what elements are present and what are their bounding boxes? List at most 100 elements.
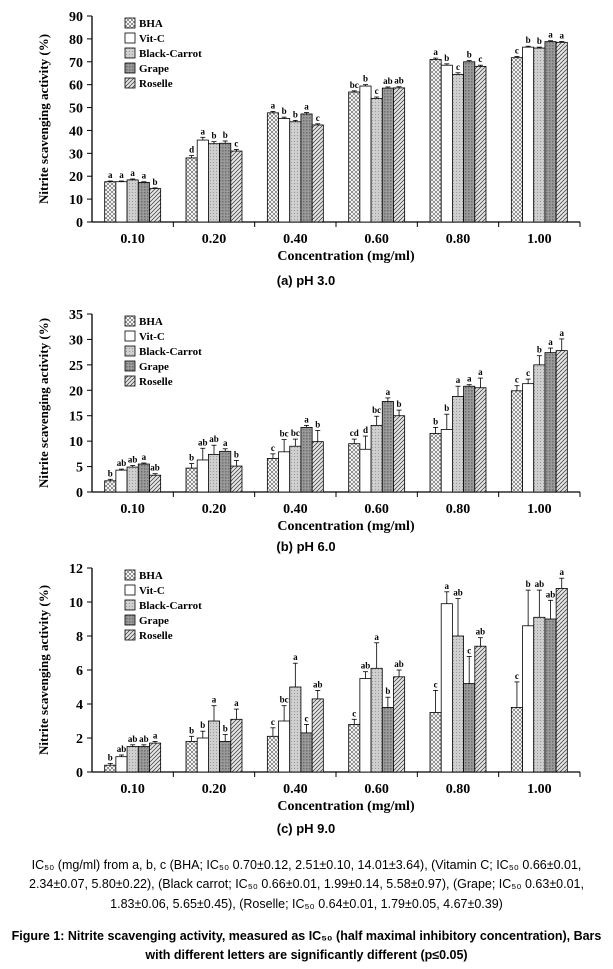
- significance-letter: a: [304, 102, 309, 112]
- y-tick-label: 25: [69, 359, 83, 374]
- bar: [300, 113, 313, 223]
- significance-letter: b: [467, 50, 472, 60]
- significance-letter: b: [397, 399, 402, 409]
- legend-swatch: [124, 375, 136, 387]
- bar: [393, 676, 406, 773]
- significance-letter: c: [271, 443, 275, 453]
- y-tick-label: 12: [69, 562, 83, 577]
- significance-letter: ab: [128, 734, 138, 744]
- bar: [359, 448, 372, 493]
- significance-letter: a: [374, 632, 379, 642]
- bar: [137, 463, 150, 493]
- legend-swatch: [124, 47, 136, 59]
- legend-swatch: [124, 17, 136, 29]
- bar: [115, 756, 128, 773]
- bar: [311, 698, 324, 773]
- significance-letter: a: [293, 652, 298, 662]
- bar: [533, 47, 546, 223]
- bar: [393, 87, 406, 223]
- significance-letter: ab: [117, 458, 127, 468]
- significance-letter: b: [444, 53, 449, 63]
- significance-letter: b: [189, 453, 194, 463]
- bar: [149, 188, 162, 223]
- y-tick-label: 40: [69, 124, 83, 139]
- legend-label: BHA: [139, 316, 163, 328]
- significance-letter: a: [456, 375, 461, 385]
- significance-letter: c: [456, 62, 460, 72]
- bar: [137, 182, 150, 223]
- bar: [381, 401, 394, 493]
- significance-letter: bc: [372, 405, 381, 415]
- legend-swatch: [124, 77, 136, 89]
- bar: [348, 724, 361, 773]
- legend-label: Vit-C: [139, 331, 165, 343]
- bar: [115, 469, 128, 493]
- legend-label: Black-Carrot: [139, 346, 202, 358]
- x-tick-label: 1.00: [527, 502, 552, 517]
- significance-letter: a: [153, 730, 158, 740]
- significance-letter: c: [316, 113, 320, 123]
- y-tick-label: 0: [76, 216, 83, 231]
- significance-letter: a: [433, 47, 438, 57]
- figure-caption-line-1: Figure 1: Nitrite scavenging activity, m…: [11, 929, 602, 943]
- x-tick-label: 0.20: [202, 232, 227, 247]
- y-tick-label: 20: [69, 384, 83, 399]
- bar: [300, 732, 313, 773]
- x-tick-label: 1.00: [527, 232, 552, 247]
- bar: [555, 588, 568, 773]
- bar: [230, 465, 243, 493]
- legend-label: Grape: [139, 361, 169, 373]
- x-tick-label: 0.80: [446, 232, 471, 247]
- x-tick-label: 0.10: [120, 232, 145, 247]
- significance-letter: a: [201, 126, 206, 136]
- legend-label: Black-Carrot: [139, 600, 202, 612]
- bar: [185, 741, 198, 773]
- legend-swatch: [124, 360, 136, 372]
- significance-letter: a: [386, 387, 391, 397]
- bar: [429, 433, 442, 493]
- legend-swatch: [124, 345, 136, 357]
- y-tick-label: 60: [69, 79, 83, 94]
- significance-letter: c: [515, 671, 519, 681]
- significance-letter: ab: [209, 434, 219, 444]
- significance-letter: a: [142, 452, 147, 462]
- legend-label: Black-Carrot: [139, 48, 202, 60]
- significance-letter: ab: [394, 659, 404, 669]
- bar: [196, 139, 209, 223]
- significance-letter: b: [433, 416, 438, 426]
- legend-label: Vit-C: [139, 33, 165, 45]
- bar: [219, 142, 232, 223]
- y-axis-label: Nitrite scavenging activity (%): [36, 318, 51, 488]
- significance-letter: ab: [128, 455, 138, 465]
- legend-swatch: [124, 614, 136, 626]
- bar: [440, 64, 453, 223]
- x-tick-label: 0.60: [364, 502, 389, 517]
- bar: [278, 451, 291, 493]
- x-tick-label: 0.20: [202, 782, 227, 797]
- significance-letter: ab: [117, 744, 127, 754]
- legend: BHA Vit-C Black-Carrot Grape Roselle: [124, 17, 202, 90]
- significance-letter: a: [119, 170, 124, 180]
- significance-letter: a: [304, 414, 309, 424]
- significance-letter: ab: [198, 437, 208, 447]
- significance-letter: b: [200, 720, 205, 730]
- bar: [533, 364, 546, 493]
- chart-panel-2: 0 2 4 6 8 10 12 Nitrite scavenging activity (%)…: [36, 562, 581, 836]
- y-tick-label: 10: [69, 193, 83, 208]
- significance-letter: b: [293, 109, 298, 119]
- bar: [429, 59, 442, 223]
- legend-label: Roselle: [139, 78, 173, 90]
- x-tick-label: 0.10: [120, 782, 145, 797]
- bar: [522, 383, 535, 493]
- bar: [185, 467, 198, 493]
- bar: [463, 683, 476, 773]
- legend-swatch: [124, 62, 136, 74]
- ic50-note-line-2: 2.34±0.07, 5.80±0.22), (Black carrot; IC…: [29, 877, 584, 892]
- x-tick-label: 0.80: [446, 502, 471, 517]
- bar: [544, 618, 557, 773]
- y-tick-label: 30: [69, 147, 83, 162]
- bar: [474, 65, 487, 223]
- y-tick-label: 20: [69, 170, 83, 185]
- bar: [429, 712, 442, 773]
